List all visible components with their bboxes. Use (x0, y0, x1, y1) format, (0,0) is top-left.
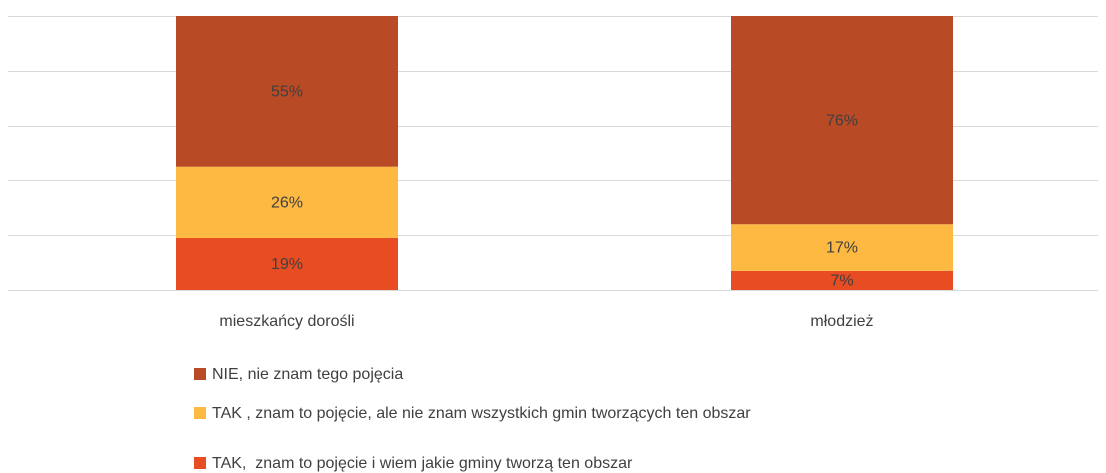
x-tick-label: młodzież (810, 313, 873, 330)
legend-label: TAK , znam to pojęcie, ale nie znam wszy… (212, 405, 751, 422)
data-label: 76% (826, 112, 858, 129)
legend-label: NIE, nie znam tego pojęcia (212, 366, 403, 383)
bar-segment (176, 166, 398, 238)
data-label: 26% (271, 195, 303, 212)
bar-segment (731, 16, 953, 225)
data-label: 19% (271, 256, 303, 273)
legend-swatch (194, 457, 206, 469)
legend-swatch (194, 407, 206, 419)
data-label: 17% (826, 240, 858, 257)
legend-swatch (194, 368, 206, 380)
bar-segment (731, 224, 953, 271)
legend-label: TAK, znam to pojęcie i wiem jakie gminy … (212, 455, 633, 472)
x-tick-label: mieszkańcy dorośli (219, 313, 354, 330)
bar-segment (176, 237, 398, 290)
data-label: 7% (830, 273, 853, 290)
data-label: 55% (271, 84, 303, 101)
bar-segment (731, 270, 953, 290)
bar-segment (176, 16, 398, 167)
